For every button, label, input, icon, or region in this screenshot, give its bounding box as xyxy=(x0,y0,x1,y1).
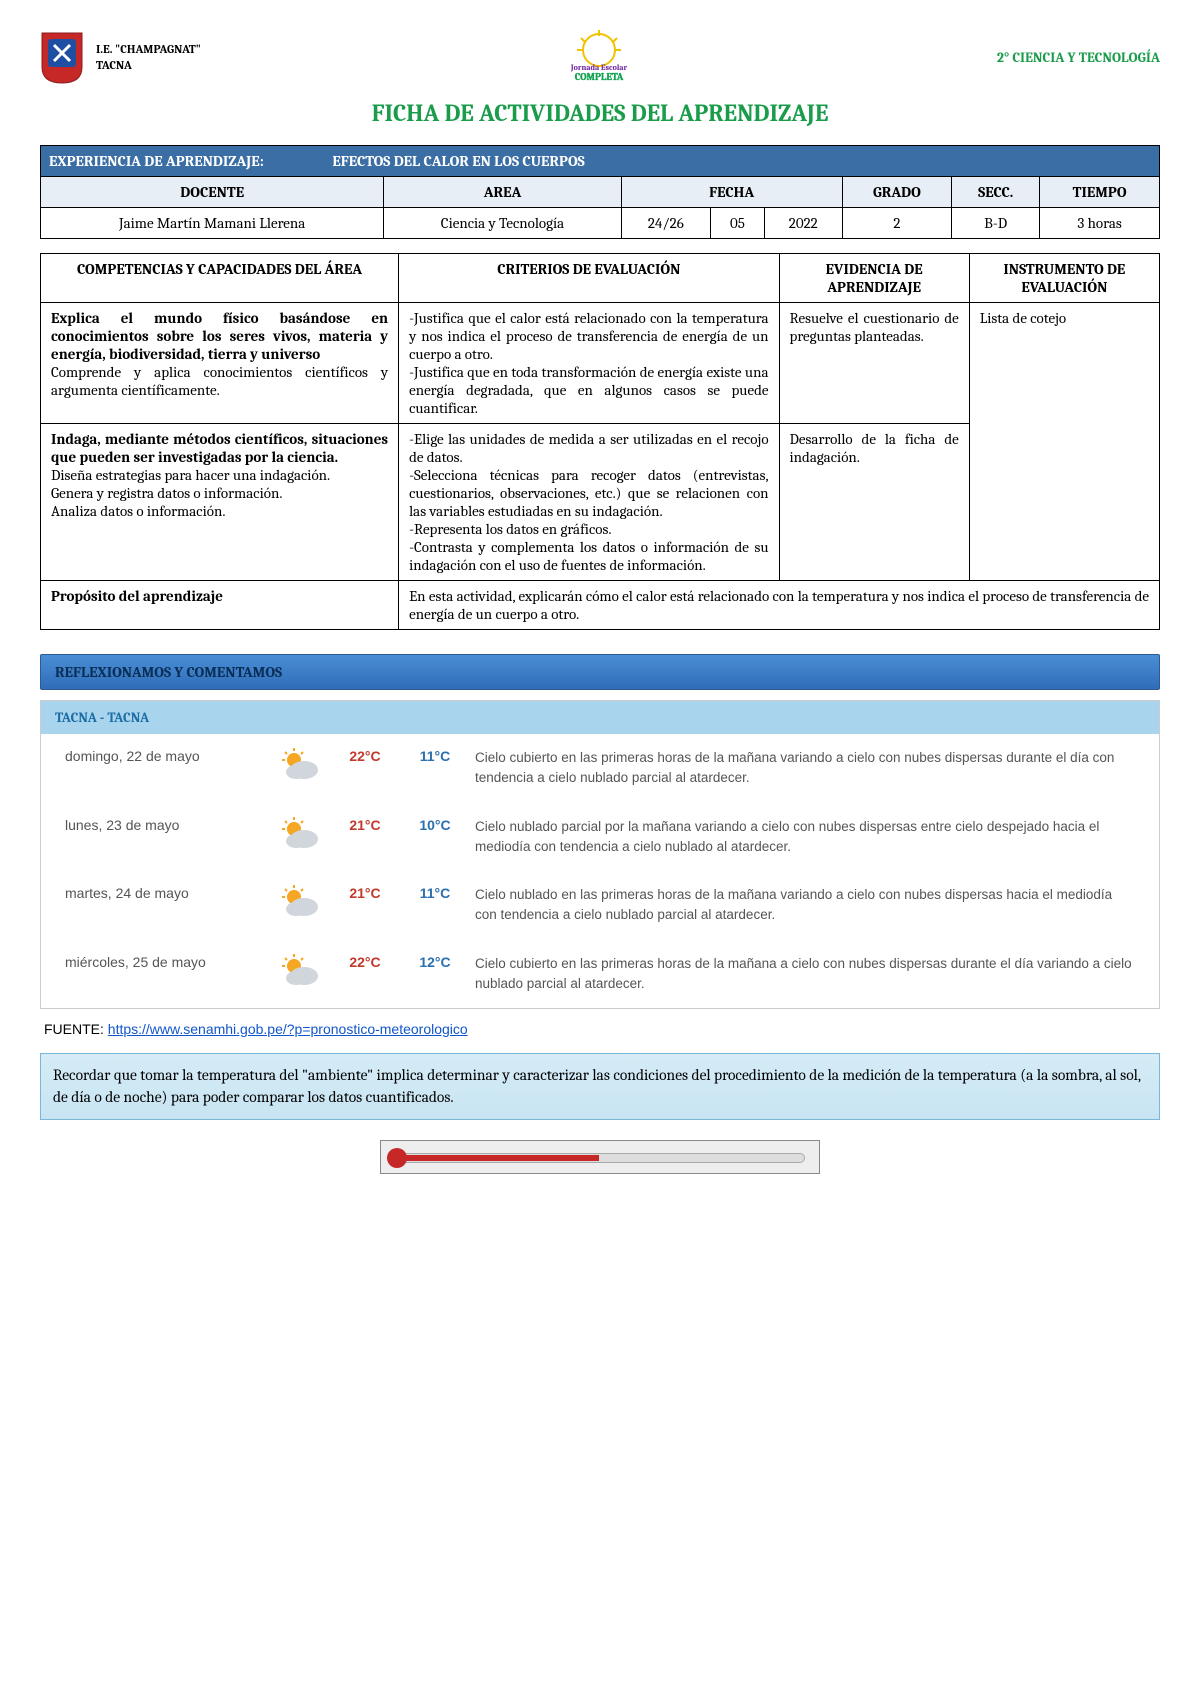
hdr-secc: SECC. xyxy=(952,177,1040,208)
weather-row: martes, 24 de mayo 21°C 11°C Cielo nublado … xyxy=(41,871,1159,940)
weather-desc: Cielo nublado parcial por la mañana vari… xyxy=(475,817,1135,858)
school-line2: TACNA xyxy=(96,58,201,74)
weather-day: lunes, 23 de mayo xyxy=(65,817,265,833)
experience-value: EFECTOS DEL CALOR EN LOS CUERPOS xyxy=(332,152,584,170)
weather-day: martes, 24 de mayo xyxy=(65,885,265,901)
partly-sunny-icon xyxy=(280,885,320,919)
proposito-label: Propósito del aprendizaje xyxy=(41,581,399,630)
header-left: I.E. "CHAMPAGNAT" TACNA xyxy=(40,31,201,85)
info-table: EXPERIENCIA DE APRENDIZAJE: EFECTOS DEL … xyxy=(40,145,1160,239)
val-docente: Jaime Martín Mamani Llerena xyxy=(41,208,384,239)
hdr-fecha: FECHA xyxy=(621,177,842,208)
jornada-completa-logo-icon: Jornada Escolar COMPLETA xyxy=(539,30,659,85)
weather-row: lunes, 23 de mayo 21°C 10°C Cielo nublado p… xyxy=(41,803,1159,872)
crit-cell: -Elige las unidades de medida a ser util… xyxy=(399,424,779,581)
comp-cell: Explica el mundo físico basándose en con… xyxy=(41,303,399,424)
weather-row: miércoles, 25 de mayo 22°C 12°C Cielo cubie… xyxy=(41,940,1159,1009)
section-reflexionamos: REFLEXIONAMOS Y COMENTAMOS xyxy=(40,654,1160,690)
proposito-text: En esta actividad, explicarán cómo el ca… xyxy=(399,581,1160,630)
partly-sunny-icon xyxy=(280,817,320,851)
competencias-table: COMPETENCIAS Y CAPACIDADES DEL ÁREA CRIT… xyxy=(40,253,1160,630)
th-instrumento: INSTRUMENTO DE EVALUACIÓN xyxy=(969,254,1159,303)
weather-box: TACNA - TACNA domingo, 22 de mayo 22°C 11°… xyxy=(40,700,1160,1009)
weather-day: miércoles, 25 de mayo xyxy=(65,954,265,970)
val-area: Ciencia y Tecnología xyxy=(384,208,621,239)
th-criterios: CRITERIOS DE EVALUACIÓN xyxy=(399,254,779,303)
comp-bold: Indaga, mediante métodos científicos, si… xyxy=(51,430,388,466)
val-secc: B-D xyxy=(952,208,1040,239)
hdr-grado: GRADO xyxy=(842,177,952,208)
evid-cell: Desarrollo de la ficha de indagación. xyxy=(779,424,969,581)
comp-rest: Comprende y aplica conocimientos científ… xyxy=(51,363,388,399)
partly-sunny-icon xyxy=(280,954,320,988)
weather-high: 21°C xyxy=(335,817,395,833)
weather-icon xyxy=(275,954,325,993)
inst-cell: Lista de cotejo xyxy=(969,303,1159,581)
weather-icon xyxy=(275,817,325,856)
header-right: 2° CIENCIA Y TECNOLOGÍA xyxy=(997,49,1160,66)
comp-row-0: Explica el mundo físico basándose en con… xyxy=(41,303,1160,424)
val-fecha-y: 2022 xyxy=(764,208,842,239)
val-fecha-d: 24/26 xyxy=(621,208,710,239)
val-tiempo: 3 horas xyxy=(1040,208,1160,239)
weather-title: TACNA - TACNA xyxy=(41,701,1159,734)
evid-cell: Resuelve el cuestionario de preguntas pl… xyxy=(779,303,969,424)
experience-bar: EXPERIENCIA DE APRENDIZAJE: EFECTOS DEL … xyxy=(41,146,1160,177)
fuente-label: FUENTE: xyxy=(44,1021,108,1037)
grade-badge: 2° xyxy=(997,49,1009,66)
weather-day: domingo, 22 de mayo xyxy=(65,748,265,764)
comp-cell: Indaga, mediante métodos científicos, si… xyxy=(41,424,399,581)
hdr-docente: DOCENTE xyxy=(41,177,384,208)
weather-high: 22°C xyxy=(335,748,395,764)
hdr-area: AREA xyxy=(384,177,621,208)
experience-label: EXPERIENCIA DE APRENDIZAJE: xyxy=(49,152,329,170)
fuente-link[interactable]: https://www.senamhi.gob.pe/?p=pronostico… xyxy=(108,1021,468,1037)
weather-desc: Cielo cubierto en las primeras horas de … xyxy=(475,748,1135,789)
note-box: Recordar que tomar la temperatura del "a… xyxy=(40,1053,1160,1120)
weather-desc: Cielo nublado en las primeras horas de l… xyxy=(475,885,1135,926)
th-competencias: COMPETENCIAS Y CAPACIDADES DEL ÁREA xyxy=(41,254,399,303)
school-name: I.E. "CHAMPAGNAT" TACNA xyxy=(96,42,201,73)
school-line1: I.E. "CHAMPAGNAT" xyxy=(96,42,201,58)
weather-low: 11°C xyxy=(405,885,465,901)
hdr-tiempo: TIEMPO xyxy=(1040,177,1160,208)
page-header: I.E. "CHAMPAGNAT" TACNA Jornada Escolar … xyxy=(40,30,1160,85)
th-evidencia: EVIDENCIA DE APRENDIZAJE xyxy=(779,254,969,303)
comp-rest: Diseña estrategias para hacer una indaga… xyxy=(51,466,330,520)
weather-icon xyxy=(275,748,325,787)
weather-low: 12°C xyxy=(405,954,465,970)
partly-sunny-icon xyxy=(280,748,320,782)
school-shield-icon xyxy=(40,31,84,85)
comp-bold: Explica el mundo físico basándose en con… xyxy=(51,309,388,363)
weather-low: 10°C xyxy=(405,817,465,833)
weather-high: 21°C xyxy=(335,885,395,901)
subject-badge: CIENCIA Y TECNOLOGÍA xyxy=(1012,49,1160,66)
crit-cell: -Justifica que el calor está relacionado… xyxy=(399,303,779,424)
weather-desc: Cielo cubierto en las primeras horas de … xyxy=(475,954,1135,995)
weather-low: 11°C xyxy=(405,748,465,764)
page-title: FICHA DE ACTIVIDADES DEL APRENDIZAJE xyxy=(40,99,1160,127)
weather-high: 22°C xyxy=(335,954,395,970)
svg-text:COMPLETA: COMPLETA xyxy=(575,71,624,83)
weather-icon xyxy=(275,885,325,924)
val-grado: 2 xyxy=(842,208,952,239)
fuente-line: FUENTE: https://www.senamhi.gob.pe/?p=pr… xyxy=(44,1021,1156,1037)
thermometer-image xyxy=(40,1140,1160,1178)
proposito-row: Propósito del aprendizaje En esta activi… xyxy=(41,581,1160,630)
weather-row: domingo, 22 de mayo 22°C 11°C Cielo cubiert… xyxy=(41,734,1159,803)
val-fecha-m: 05 xyxy=(711,208,765,239)
